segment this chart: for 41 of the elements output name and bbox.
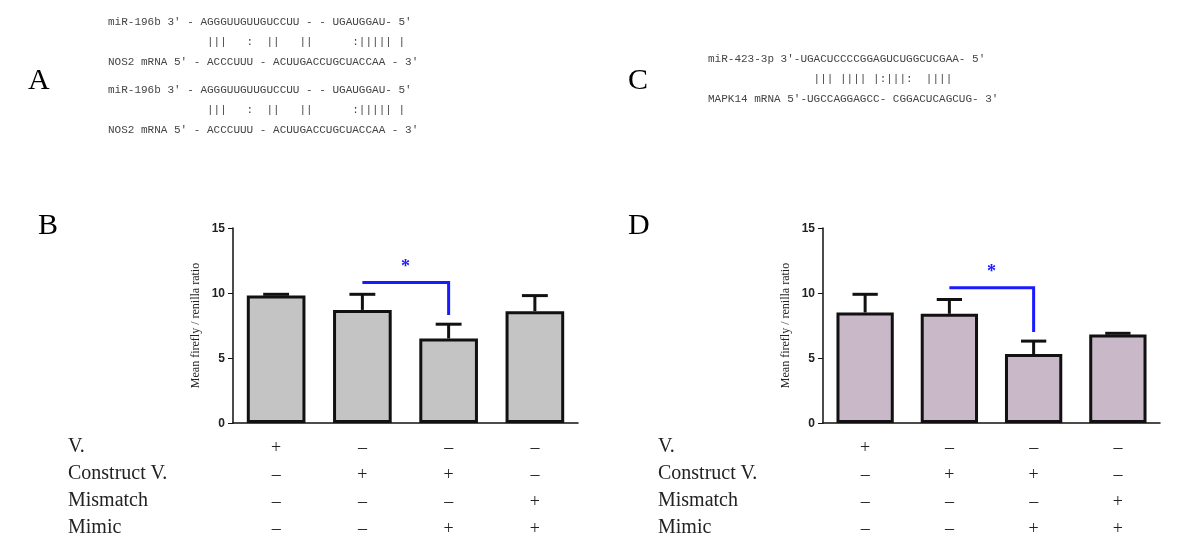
- text: Mismatch: [68, 488, 148, 510]
- y-tick-label: 5: [808, 351, 816, 365]
- text: Construct V.: [68, 461, 168, 483]
- x-tick-label: – + – +: [443, 436, 455, 538]
- text: miR-196b 3' - AGGGUUGUUGUCCUU - - UGAUGGAU- 5': [108, 83, 412, 96]
- y-axis-title: Mean firefly / renilla ratio: [777, 262, 792, 389]
- y-tick-label: 0: [808, 416, 816, 430]
- text: ||| |||| |:|||: ||||: [708, 72, 953, 85]
- y-tick-label: 15: [801, 221, 816, 235]
- y-axis-title: Mean firefly / renilla ratio: [187, 262, 202, 389]
- text: Mimic: [658, 515, 712, 537]
- y-tick-label: 15: [211, 221, 226, 235]
- x-tick-label: – + – +: [1028, 436, 1040, 538]
- text: Construct V.: [658, 461, 758, 483]
- x-tick-label: + – – –: [859, 436, 871, 538]
- annotation: *: [401, 255, 410, 276]
- y-tick-label: 10: [801, 286, 816, 300]
- text: miR-423-3p 3'-UGACUCCCCGGAGUCUGGCUCGAA- 5': [708, 52, 986, 65]
- text: Mismatch: [658, 488, 738, 510]
- x-tick-label: – – + +: [529, 436, 541, 538]
- text: V.: [658, 434, 675, 456]
- x-tick-label: + – – –: [270, 436, 282, 538]
- text: V.: [68, 434, 85, 456]
- chart-title: B: [38, 206, 59, 240]
- text: miR-196b 3' - AGGGUUGUUGUCCUU - - UGAUGGAU- 5': [108, 15, 412, 28]
- text: C: [628, 61, 649, 95]
- text: NOS2 mRNA 5' - ACCCUUU - ACUUGACCUGCUACCAA - 3': [108, 55, 419, 68]
- text: Mimic: [68, 515, 122, 537]
- x-tick-label: – + – –: [943, 436, 955, 538]
- text: MAPK14 mRNA 5'-UGCCAGGAGCC- CGGACUCAGCUG- 3': [708, 92, 999, 105]
- y-tick-label: 10: [211, 286, 226, 300]
- y-tick-label: 5: [218, 351, 226, 365]
- x-tick-label: – + – –: [356, 436, 368, 538]
- text: ||| : || || :||||| |: [108, 35, 406, 48]
- text: NOS2 mRNA 5' - ACCCUUU - ACUUGACCUGCUACCAA - 3': [108, 123, 419, 136]
- text: A: [28, 61, 50, 95]
- annotation: *: [987, 260, 996, 281]
- x-tick-label: – – + +: [1112, 436, 1124, 538]
- text: ||| : || || :||||| |: [108, 103, 406, 116]
- chart-title: D: [628, 206, 650, 240]
- y-tick-label: 0: [218, 416, 226, 430]
